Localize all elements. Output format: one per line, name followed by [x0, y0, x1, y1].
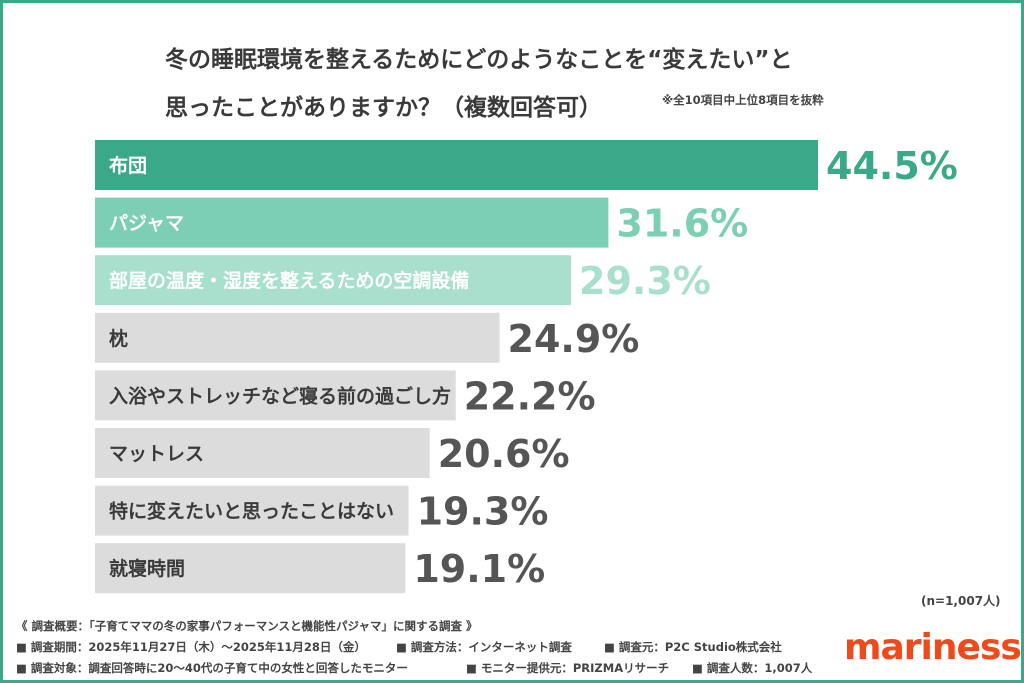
- value-label: 19.1%: [413, 547, 545, 591]
- title-line-1: 冬の睡眠環境を整えるためにどのようなことを“変えたい”と: [165, 47, 793, 73]
- bar: [95, 370, 456, 421]
- category-label: 入浴やストレッチなど寝る前の過ごし方: [109, 384, 451, 407]
- bar: [95, 312, 500, 363]
- bar: [95, 197, 609, 248]
- category-label: 特に変えたいと思ったことはない: [109, 500, 394, 523]
- value-label: 44.5%: [826, 144, 958, 188]
- sample-size-note: (n=1,007人): [921, 594, 1001, 608]
- bar: [95, 140, 818, 190]
- bar: [95, 255, 572, 306]
- footer-summary: 《 調査概要：「子育てママの冬の家事パフォーマンスと機能性パジャマ」に関する調査…: [16, 619, 478, 633]
- footer-period: ■ 調査期間：2025年11月27日（木）～2025年11月28日（金）: [16, 640, 366, 654]
- value-label: 29.3%: [579, 259, 711, 303]
- value-label: 24.9%: [508, 317, 640, 361]
- mariness-logo: mariness: [844, 627, 1022, 668]
- category-label: 布団: [109, 154, 147, 177]
- category-label: パジャマ: [109, 213, 184, 235]
- category-label: 枕: [109, 327, 128, 350]
- footer-row-1: ■ 調査期間：2025年11月27日（木）～2025年11月28日（金） ■ 調…: [16, 639, 836, 655]
- selection-note: ※全10項目中上位8項目を抜粋: [662, 93, 824, 107]
- chart-title: 冬の睡眠環境を整えるためにどのようなことを“変えたい”と 思ったことがありますか…: [165, 36, 793, 132]
- footer-row-2: ■ 調査対象：調査回答時に20～40代の子育て中の女性と回答したモニター ■ モ…: [16, 660, 836, 676]
- footer-source: ■ 調査元：P2C Studio株式会社: [604, 640, 782, 654]
- footer-count: ■ 調査人数：1,007人: [692, 661, 813, 675]
- footer-provider: ■ モニター提供元：PRIZMAリサーチ: [466, 661, 670, 675]
- bar: [95, 428, 430, 478]
- value-label: 20.6%: [438, 432, 570, 476]
- value-label: 22.2%: [464, 374, 596, 418]
- category-label: 部屋の温度・湿度を整えるための空調設備: [109, 269, 469, 292]
- value-label: 31.6%: [616, 202, 748, 246]
- bar: [95, 485, 409, 536]
- title-line-2: 思ったことがありますか？（複数回答可）: [165, 95, 602, 121]
- value-label: 19.3%: [417, 490, 549, 534]
- category-label: マットレス: [109, 443, 204, 465]
- category-label: 就寝時間: [109, 557, 185, 580]
- bar-chart: 布団 44.5% パジャマ 31.6% 部屋の温度・湿度を整えるための空調設備 29.3%…: [95, 140, 958, 594]
- footer-method: ■ 調査方法：インターネット調査: [396, 640, 572, 654]
- bar: [95, 543, 406, 594]
- footer-target: ■ 調査対象：調査回答時に20～40代の子育て中の女性と回答したモニター: [16, 661, 408, 675]
